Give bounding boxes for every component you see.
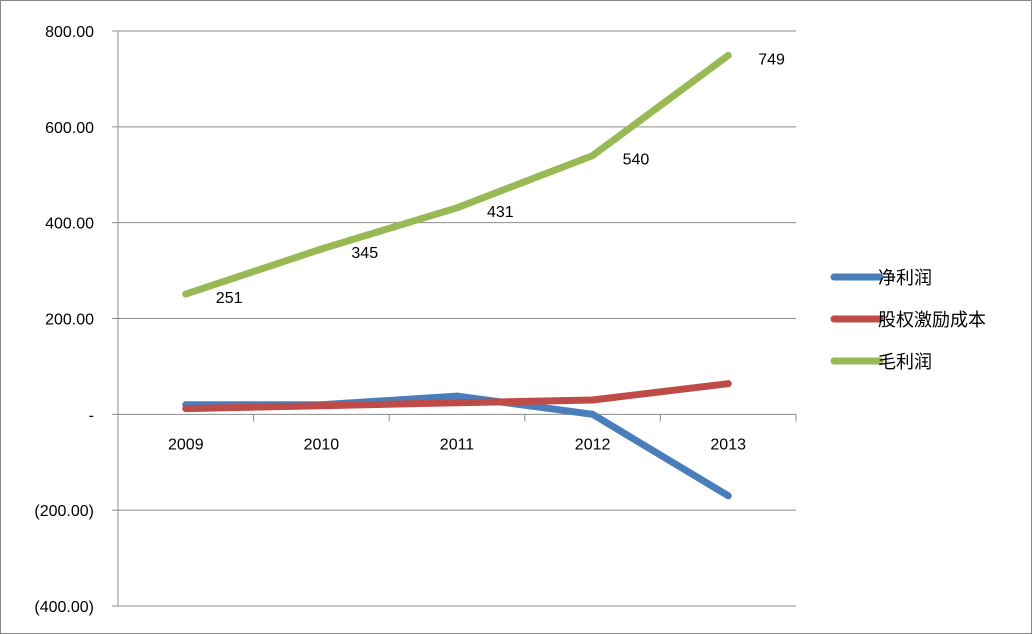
data-point bbox=[724, 492, 732, 500]
y-tick-label: 200.00 bbox=[45, 312, 94, 329]
data-point bbox=[317, 402, 325, 410]
data-point bbox=[182, 290, 190, 298]
data-label: 431 bbox=[487, 204, 514, 221]
series-line-3 bbox=[182, 51, 732, 298]
data-label: 345 bbox=[351, 245, 378, 262]
x-tick-label: 2012 bbox=[575, 436, 611, 453]
data-point bbox=[453, 392, 461, 400]
y-tick-label: (200.00) bbox=[34, 503, 94, 520]
data-point bbox=[317, 245, 325, 253]
data-point bbox=[453, 204, 461, 212]
data-label: 749 bbox=[758, 51, 785, 68]
legend-label: 净利润 bbox=[878, 268, 932, 289]
legend-label: 毛利润 bbox=[878, 352, 932, 373]
data-point bbox=[724, 51, 732, 59]
x-tick-label: 2010 bbox=[304, 436, 340, 453]
y-tick-label: 800.00 bbox=[45, 24, 94, 41]
data-point bbox=[453, 399, 461, 407]
data-point bbox=[182, 405, 190, 413]
y-tick-label: (400.00) bbox=[34, 599, 94, 616]
legend-label: 股权激励成本 bbox=[878, 310, 986, 331]
y-tick-label: 400.00 bbox=[45, 216, 94, 233]
data-label: 251 bbox=[216, 290, 243, 307]
x-tick-label: 2011 bbox=[440, 436, 475, 453]
data-label: 540 bbox=[623, 152, 650, 169]
x-tick-label: 2013 bbox=[710, 436, 746, 453]
data-point bbox=[589, 152, 597, 160]
y-tick-label: - bbox=[89, 407, 94, 424]
data-point bbox=[589, 410, 597, 418]
data-point bbox=[589, 396, 597, 404]
data-point bbox=[724, 380, 732, 388]
x-tick-label: 2009 bbox=[168, 436, 204, 453]
y-tick-label: 600.00 bbox=[45, 120, 94, 137]
